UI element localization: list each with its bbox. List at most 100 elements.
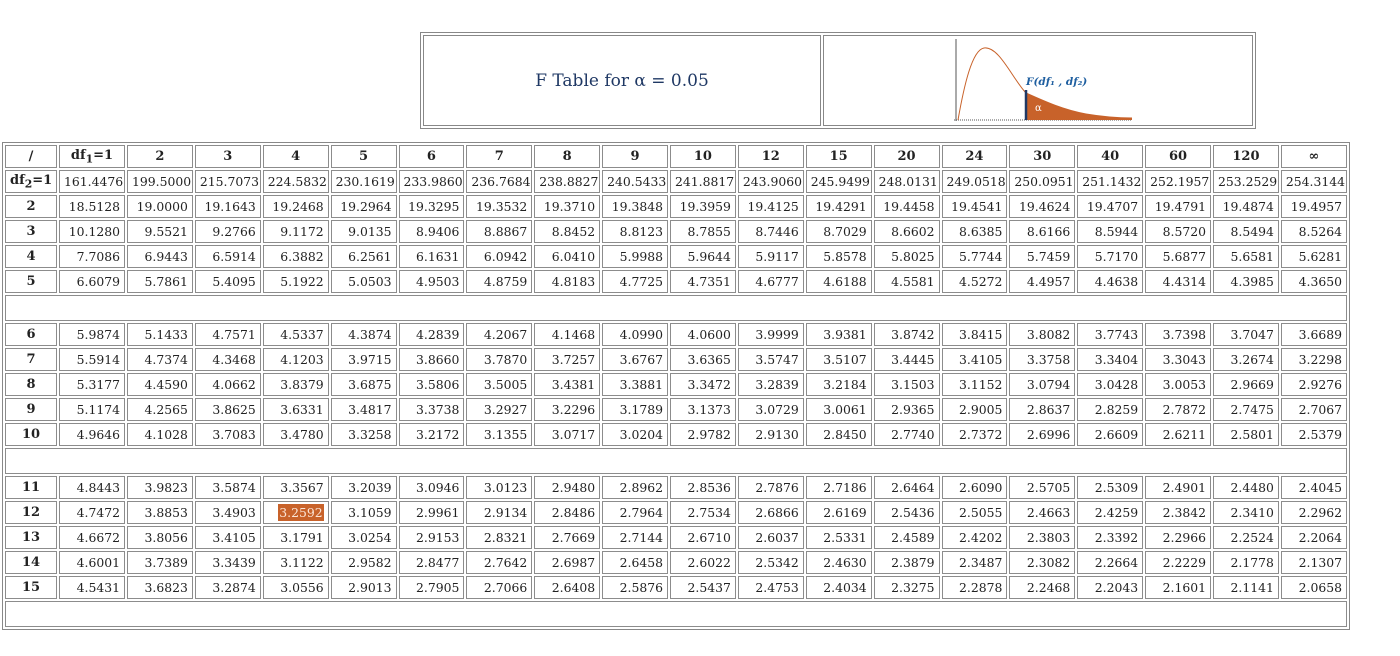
table-cell: 2.9961 bbox=[398, 501, 465, 524]
column-header: 60 bbox=[1145, 145, 1211, 168]
table-cell: 5.7861 bbox=[127, 270, 193, 293]
table-cell: 3.2172 bbox=[398, 423, 465, 446]
table-cell: 3.8415 bbox=[941, 323, 1008, 346]
table-cell: 2.6609 bbox=[1077, 423, 1144, 446]
table-cell: 4.6001 bbox=[59, 551, 125, 574]
table-cell: 2.1141 bbox=[1213, 576, 1279, 599]
table-cell: 3.7257 bbox=[534, 348, 601, 371]
table-cell: 4.6672 bbox=[59, 526, 125, 549]
row-header: 9 bbox=[5, 398, 57, 421]
table-cell: 2.2468 bbox=[1009, 576, 1076, 599]
table-cell: 3.4780 bbox=[262, 423, 329, 446]
table-cell: 5.6281 bbox=[1280, 245, 1347, 268]
table-cell: 5.7459 bbox=[1009, 245, 1076, 268]
table-cell: 3.2927 bbox=[466, 398, 533, 421]
table-cell: 3.0556 bbox=[262, 576, 329, 599]
table-cell: 2.7186 bbox=[805, 476, 872, 499]
column-header-row: / df1=1 2 3 4 5 6 7 8 9 10 12 15 20 24 30 40 60 120 ∞ bbox=[5, 145, 1347, 168]
figure-f-label: F(df₁ , df₂) bbox=[1025, 76, 1087, 88]
table-cell: 3.4445 bbox=[873, 348, 940, 371]
table-cell: 2.6037 bbox=[737, 526, 804, 549]
table-cell: 10.1280 bbox=[59, 220, 125, 243]
table-cell: 19.2468 bbox=[262, 195, 329, 218]
table-cell: 2.1601 bbox=[1145, 576, 1211, 599]
table-row: 2 18.5128 19.0000 19.1643 19.2468 19.2964 19.3… bbox=[5, 195, 1347, 218]
table-cell: 2.7872 bbox=[1145, 398, 1211, 421]
table-cell: 3.8853 bbox=[127, 501, 193, 524]
table-cell: 2.3487 bbox=[941, 551, 1008, 574]
table-cell: 8.8867 bbox=[466, 220, 533, 243]
table-cell: 9.0135 bbox=[330, 220, 397, 243]
table-cell: 3.0053 bbox=[1145, 373, 1211, 396]
table-cell: 8.5494 bbox=[1213, 220, 1279, 243]
table-cell: 3.1355 bbox=[466, 423, 533, 446]
table-cell: 2.7740 bbox=[873, 423, 940, 446]
table-cell: 2.6169 bbox=[805, 501, 872, 524]
table-cell: 2.9134 bbox=[466, 501, 533, 524]
row-header: 13 bbox=[5, 526, 57, 549]
column-header: 6 bbox=[398, 145, 465, 168]
table-cell: 6.3882 bbox=[262, 245, 329, 268]
table-cell: 4.9503 bbox=[398, 270, 465, 293]
table-cell: 6.1631 bbox=[398, 245, 465, 268]
table-cell: 3.3258 bbox=[330, 423, 397, 446]
table-cell: 3.9823 bbox=[127, 476, 193, 499]
group-separator-row bbox=[5, 448, 1347, 474]
column-header: 5 bbox=[330, 145, 397, 168]
table-cell: 19.3959 bbox=[670, 195, 736, 218]
table-cell: 3.3758 bbox=[1009, 348, 1076, 371]
table-cell: 2.7905 bbox=[398, 576, 465, 599]
table-cell: 3.4381 bbox=[534, 373, 601, 396]
table-cell: 2.5331 bbox=[805, 526, 872, 549]
table-cell: 4.5337 bbox=[262, 323, 329, 346]
table-cell: 8.8452 bbox=[534, 220, 601, 243]
row-header: 3 bbox=[5, 220, 57, 243]
f-table: / df1=1 2 3 4 5 6 7 8 9 10 12 15 20 24 30 40 60 120 ∞ df2… bbox=[2, 142, 1350, 630]
table-cell: 3.7870 bbox=[466, 348, 533, 371]
table-cell: 19.4791 bbox=[1145, 195, 1211, 218]
table-cell: 8.7446 bbox=[737, 220, 804, 243]
table-row: 12 4.7472 3.8853 3.4903 3.2592 3.1059 2.9961 2.… bbox=[5, 501, 1347, 524]
column-header-df1: df1=1 bbox=[59, 145, 125, 168]
table-cell: 2.1778 bbox=[1213, 551, 1279, 574]
column-header: 20 bbox=[873, 145, 940, 168]
table-cell: 2.2064 bbox=[1280, 526, 1347, 549]
table-cell: 9.5521 bbox=[127, 220, 193, 243]
table-cell: 3.6875 bbox=[330, 373, 397, 396]
table-cell: 2.6866 bbox=[737, 501, 804, 524]
table-cell: 2.3082 bbox=[1009, 551, 1076, 574]
table-cell: 4.3985 bbox=[1213, 270, 1279, 293]
table-cell: 2.2878 bbox=[941, 576, 1008, 599]
table-cell: 5.7170 bbox=[1077, 245, 1144, 268]
table-cell: 3.3043 bbox=[1145, 348, 1211, 371]
table-cell: 233.9860 bbox=[398, 170, 465, 193]
table-cell: 3.7389 bbox=[127, 551, 193, 574]
table-cell: 6.0942 bbox=[466, 245, 533, 268]
row-header: 11 bbox=[5, 476, 57, 499]
table-cell: 8.6166 bbox=[1009, 220, 1076, 243]
table-cell: 5.9644 bbox=[670, 245, 736, 268]
table-cell: 8.5720 bbox=[1145, 220, 1211, 243]
table-cell: 2.5437 bbox=[670, 576, 736, 599]
table-cell: 3.7047 bbox=[1213, 323, 1279, 346]
table-cell: 19.2964 bbox=[330, 195, 397, 218]
table-cell: 2.2043 bbox=[1077, 576, 1144, 599]
table-cell: 3.3404 bbox=[1077, 348, 1144, 371]
table-cell: 3.1503 bbox=[873, 373, 940, 396]
table-header-box: F Table for α = 0.05 F(df₁ , df₂) α bbox=[420, 32, 1256, 129]
table-cell: 3.1789 bbox=[602, 398, 668, 421]
table-cell: 3.4903 bbox=[194, 501, 261, 524]
group-separator-row bbox=[5, 601, 1347, 627]
table-cell: 2.8321 bbox=[466, 526, 533, 549]
table-row: 11 4.8443 3.9823 3.5874 3.3567 3.2039 3.0946 3.… bbox=[5, 476, 1347, 499]
table-cell: 2.3410 bbox=[1213, 501, 1279, 524]
table-cell: 2.9480 bbox=[534, 476, 601, 499]
table-cell: 4.9646 bbox=[59, 423, 125, 446]
table-cell: 4.7571 bbox=[194, 323, 261, 346]
column-header: ∞ bbox=[1280, 145, 1347, 168]
table-cell: 5.0503 bbox=[330, 270, 397, 293]
table-cell: 2.6211 bbox=[1145, 423, 1211, 446]
table-cell: 2.5801 bbox=[1213, 423, 1279, 446]
table-cell: 5.1433 bbox=[127, 323, 193, 346]
corner-cell: / bbox=[5, 145, 57, 168]
